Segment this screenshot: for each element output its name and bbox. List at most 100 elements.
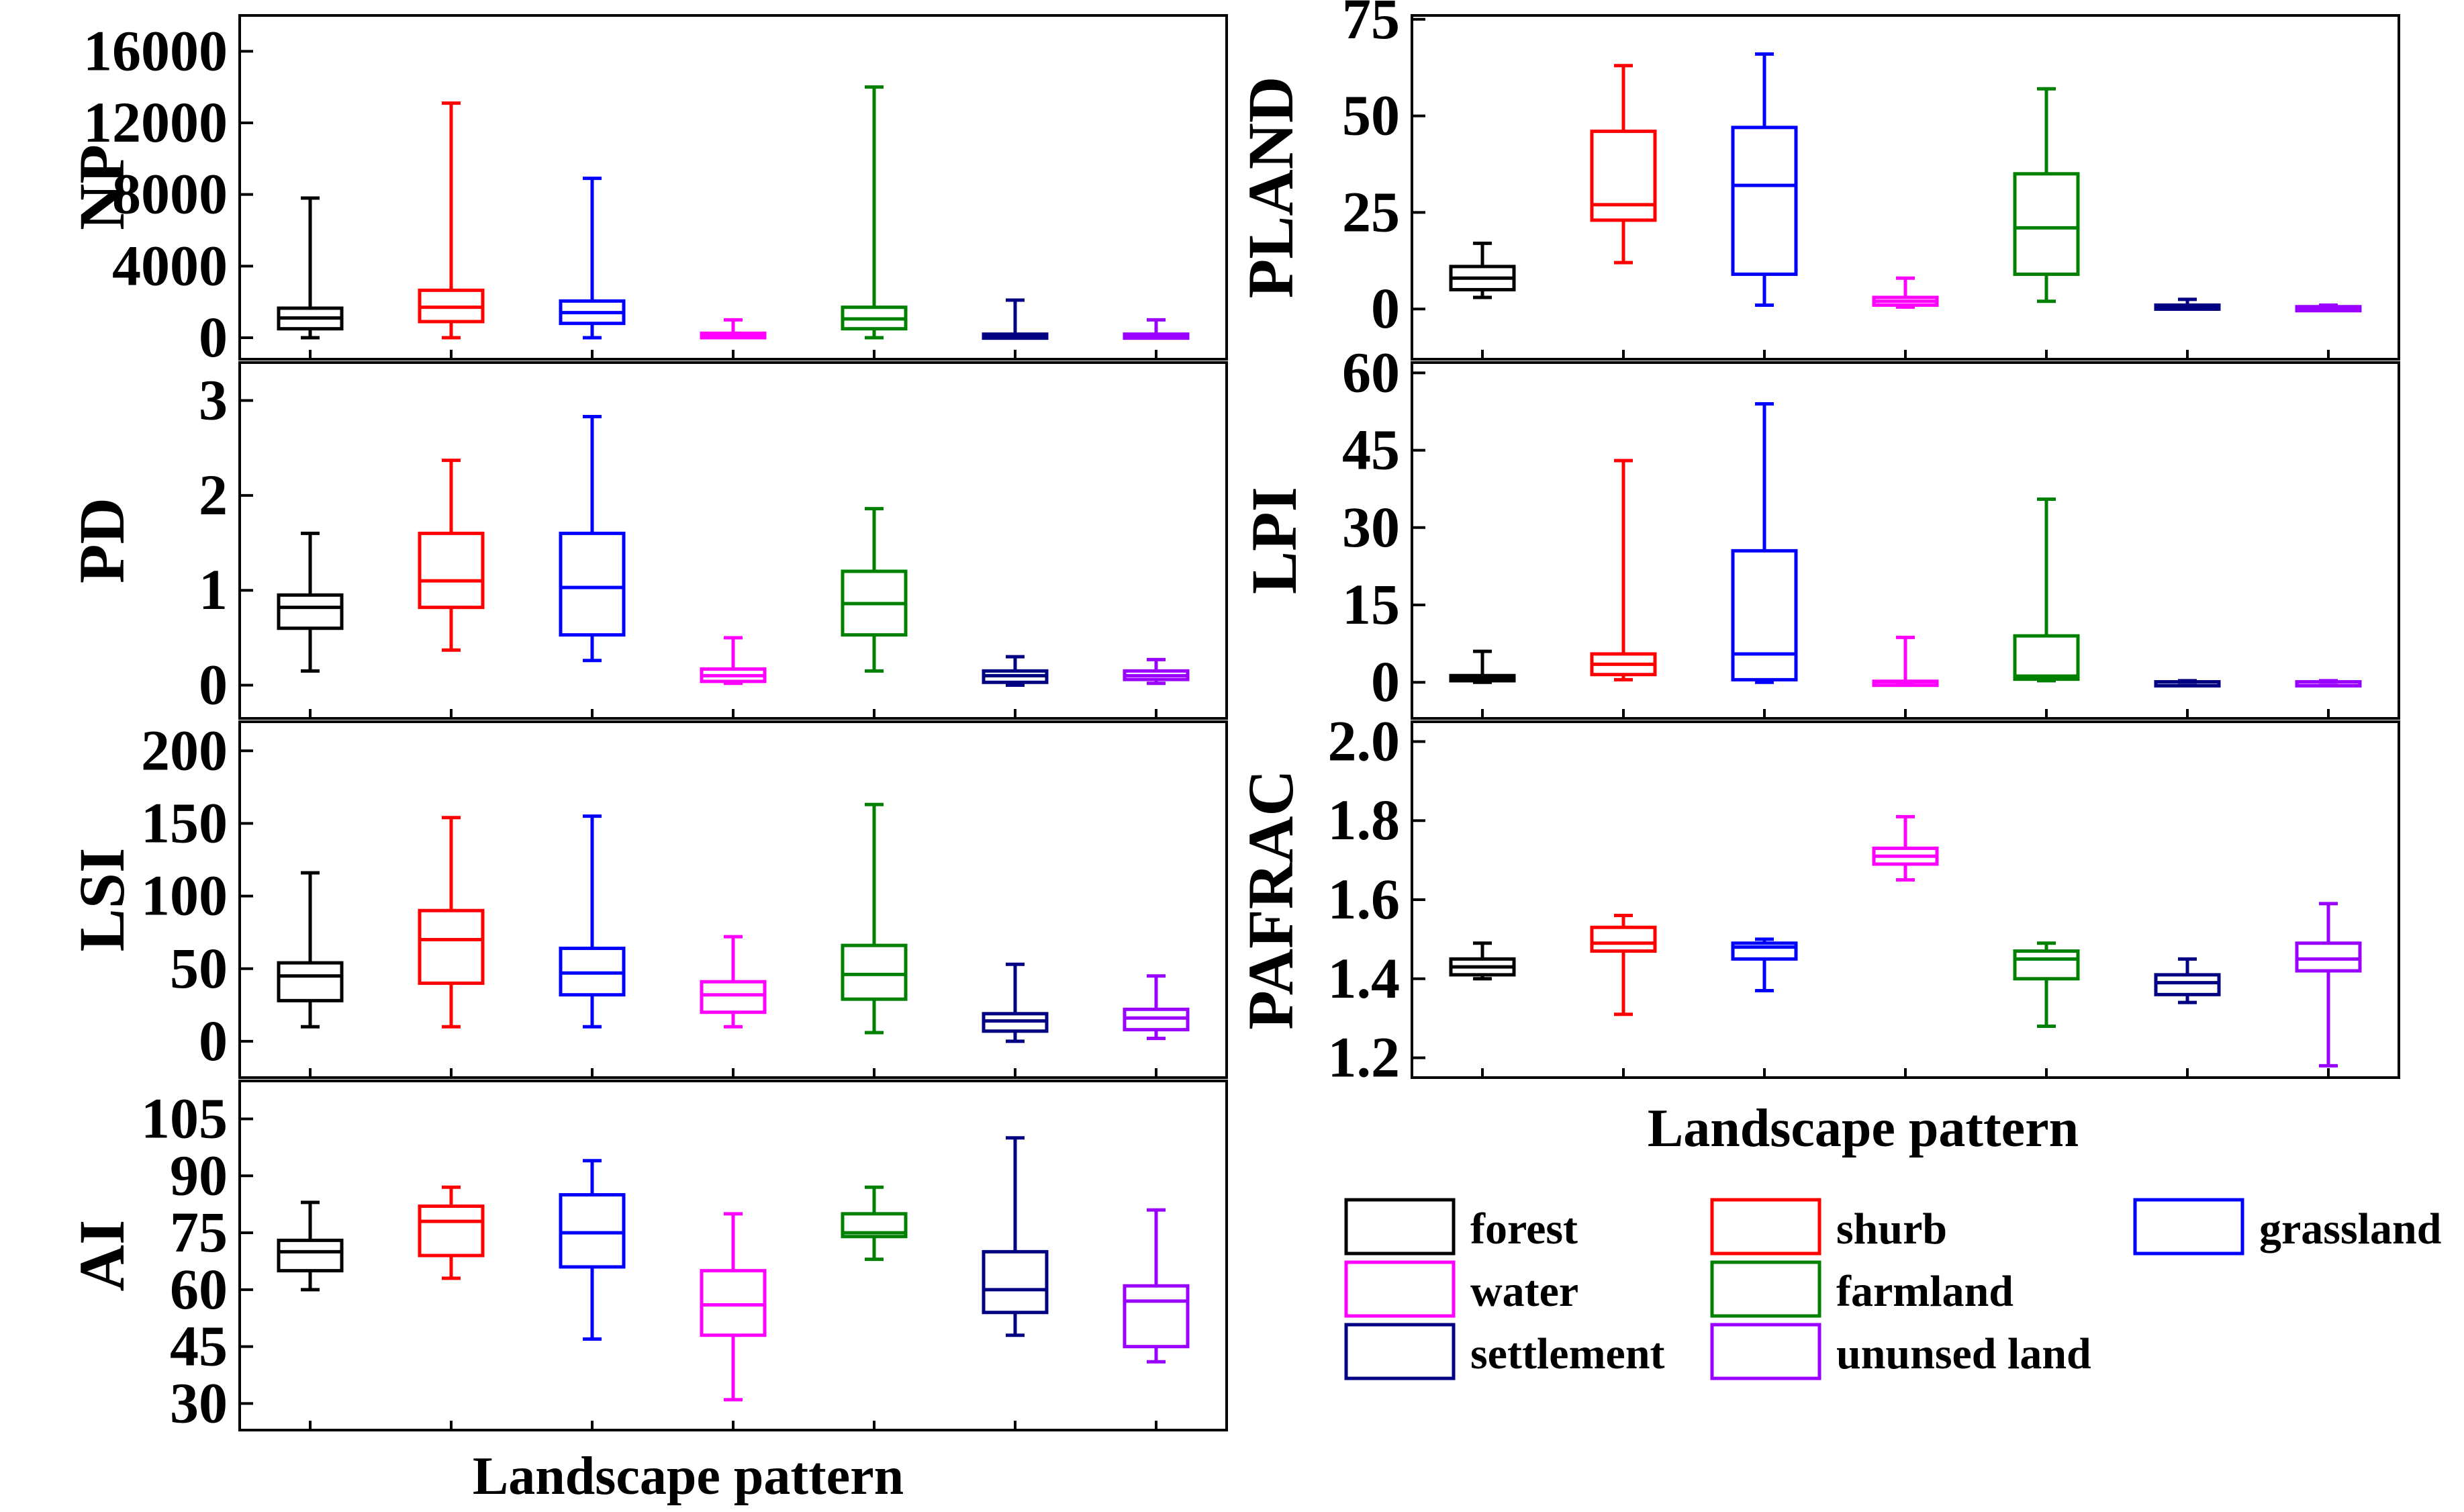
iqr-box bbox=[418, 908, 485, 985]
panel-lpi: 0 15 30 45 60 LPI bbox=[1238, 340, 2400, 720]
iqr-box bbox=[1731, 126, 1798, 276]
iqr-box bbox=[1123, 1284, 1190, 1349]
panel-pd: 0 1 2 3 PD bbox=[66, 361, 1228, 720]
box-ai-ununsed-land bbox=[1123, 1208, 1190, 1364]
box-lsi-grassland bbox=[559, 814, 626, 1029]
iqr-box bbox=[841, 1212, 908, 1239]
legend-label-water: water bbox=[1470, 1267, 1578, 1316]
iqr-box bbox=[277, 593, 344, 630]
y-tick-label-pd: 3 bbox=[199, 368, 228, 432]
y-tick-label-lpi: 30 bbox=[1342, 495, 1400, 559]
iqr-box bbox=[2013, 172, 2080, 276]
box-lpi-settlement bbox=[2154, 679, 2221, 688]
box-lpi-water bbox=[1872, 635, 1939, 688]
y-tick-label-ai: 90 bbox=[170, 1143, 228, 1207]
y-axis-label-np: NP bbox=[66, 144, 138, 230]
box-np-settlement bbox=[982, 298, 1049, 340]
y-tick-label-ai: 105 bbox=[141, 1086, 228, 1151]
box-lsi-water bbox=[700, 935, 767, 1029]
box-np-ununsed-land bbox=[1123, 318, 1190, 340]
y-axis-label-lpi: LPI bbox=[1238, 487, 1310, 594]
y-tick-label-lsi: 100 bbox=[141, 863, 228, 928]
box-np-water bbox=[700, 318, 767, 340]
legend-swatch-forest bbox=[1344, 1198, 1456, 1256]
box-pafrac-forest bbox=[1449, 941, 1516, 981]
box-pd-shurb bbox=[418, 459, 485, 652]
box-pafrac-settlement bbox=[2154, 957, 2221, 1004]
x-axis-label-left: Landscape pattern bbox=[473, 1447, 904, 1506]
legend: forest shurb grassland water farmland se… bbox=[1344, 1198, 2441, 1380]
box-pafrac-grassland bbox=[1731, 937, 1798, 992]
y-axis-label-pd: PD bbox=[66, 498, 138, 583]
box-pafrac-shurb bbox=[1590, 914, 1657, 1017]
y-tick-label-pd: 0 bbox=[199, 653, 228, 717]
box-pland-grassland bbox=[1731, 52, 1798, 307]
box-ai-water bbox=[700, 1212, 767, 1402]
box-ai-shurb bbox=[418, 1185, 485, 1280]
box-pd-water bbox=[700, 636, 767, 686]
box-lsi-ununsed-land bbox=[1123, 974, 1190, 1041]
y-tick-label-pafrac: 1.4 bbox=[1328, 946, 1401, 1010]
y-tick-label-np: 16000 bbox=[83, 18, 228, 83]
box-lsi-forest bbox=[277, 871, 344, 1029]
y-tick-label-pland: 75 bbox=[1342, 0, 1400, 51]
plot-frame-np bbox=[238, 14, 1228, 361]
legend-swatch-grassland bbox=[2133, 1198, 2244, 1256]
legend-label-farmland: farmland bbox=[1836, 1267, 2013, 1316]
y-tick-label-lpi: 45 bbox=[1342, 418, 1400, 482]
y-tick-label-lsi: 50 bbox=[170, 936, 228, 1000]
box-pd-settlement bbox=[982, 655, 1049, 688]
y-tick-label-ai: 75 bbox=[170, 1200, 228, 1264]
box-pafrac-farmland bbox=[2013, 941, 2080, 1028]
plot-frame-pafrac bbox=[1411, 720, 2400, 1079]
iqr-box bbox=[1590, 130, 1657, 222]
y-tick-label-lsi: 200 bbox=[141, 718, 228, 782]
iqr-box bbox=[559, 531, 626, 637]
legend-swatch-shurb bbox=[1710, 1198, 1821, 1256]
y-tick-label-pafrac: 2.0 bbox=[1328, 708, 1401, 773]
panel-pafrac: 1.2 1.4 1.6 1.8 2.0 PAFRAC bbox=[1235, 708, 2400, 1090]
y-axis-label-lsi: LSI bbox=[66, 848, 138, 952]
y-tick-label-lpi: 15 bbox=[1342, 572, 1400, 636]
iqr-box bbox=[700, 980, 767, 1014]
box-lpi-farmland bbox=[2013, 498, 2080, 683]
y-tick-label-pd: 2 bbox=[199, 463, 228, 527]
y-tick-label-lsi: 0 bbox=[199, 1008, 228, 1073]
legend-label-forest: forest bbox=[1470, 1204, 1578, 1254]
y-tick-label-pland: 50 bbox=[1342, 83, 1400, 148]
legend-swatch-farmland bbox=[1710, 1260, 1821, 1318]
box-np-farmland bbox=[841, 85, 908, 340]
box-ai-forest bbox=[277, 1200, 344, 1292]
box-pafrac-ununsed-land bbox=[2295, 902, 2362, 1068]
y-tick-label-np: 12000 bbox=[83, 90, 228, 154]
box-lpi-grassland bbox=[1731, 401, 1798, 684]
legend-swatch-settlement bbox=[1344, 1323, 1456, 1380]
y-tick-label-pafrac: 1.2 bbox=[1328, 1025, 1401, 1090]
y-axis-label-pland: PLAND bbox=[1235, 77, 1307, 299]
y-tick-label-np: 0 bbox=[199, 305, 228, 369]
box-ai-settlement bbox=[982, 1136, 1049, 1337]
y-tick-label-lpi: 0 bbox=[1371, 649, 1400, 714]
iqr-box bbox=[2013, 634, 2080, 681]
box-pd-ununsed-land bbox=[1123, 657, 1190, 686]
iqr-box bbox=[418, 531, 485, 610]
iqr-box bbox=[418, 1204, 485, 1258]
y-tick-label-pland: 25 bbox=[1342, 179, 1400, 244]
y-axis-label-pafrac: PAFRAC bbox=[1235, 769, 1307, 1029]
y-tick-label-pafrac: 1.6 bbox=[1328, 867, 1401, 931]
iqr-box bbox=[982, 1249, 1049, 1315]
y-tick-label-pd: 1 bbox=[199, 557, 228, 622]
panel-pland: 0 25 50 75 PLAND bbox=[1235, 0, 2400, 361]
box-np-grassland bbox=[559, 177, 626, 340]
legend-label-shurb: shurb bbox=[1836, 1204, 1947, 1254]
y-tick-label-ai: 60 bbox=[170, 1257, 228, 1321]
y-tick-label-lsi: 150 bbox=[141, 790, 228, 855]
iqr-box bbox=[1731, 549, 1798, 681]
legend-swatch-ununsed-land bbox=[1710, 1323, 1821, 1380]
legend-label-grassland: grassland bbox=[2259, 1204, 2441, 1254]
iqr-box bbox=[2295, 941, 2362, 973]
box-pd-farmland bbox=[841, 507, 908, 673]
box-lsi-farmland bbox=[841, 802, 908, 1035]
legend-label-settlement: settlement bbox=[1470, 1329, 1665, 1378]
